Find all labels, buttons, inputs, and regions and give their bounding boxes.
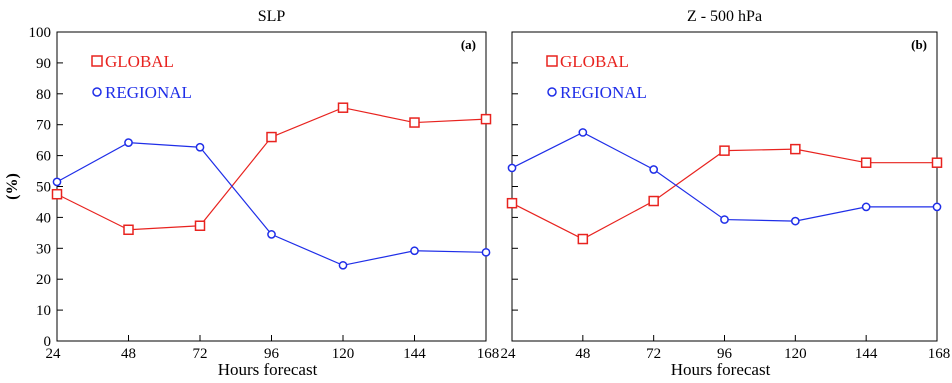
y-tick-label: 90	[36, 56, 51, 72]
x-tick-label: 48	[121, 346, 136, 362]
series-line-global	[56, 107, 487, 231]
x-tick-label: 72	[193, 346, 208, 362]
plot-frame	[511, 31, 938, 342]
data-point-global	[194, 220, 206, 231]
data-point-regional	[790, 216, 800, 226]
panel-label: (b)	[911, 37, 927, 52]
legend-marker-regional	[92, 87, 102, 97]
y-tick-label: 30	[36, 241, 51, 257]
x-tick-label: 168	[928, 346, 951, 362]
data-point-regional	[861, 202, 871, 212]
x-tick-label: 72	[646, 346, 661, 362]
y-tick-label: 60	[36, 149, 51, 165]
data-point-regional	[649, 165, 659, 174]
legend-marker-regional	[547, 87, 557, 97]
y-tick-label: 70	[36, 118, 51, 134]
x-tick-label: 144	[855, 346, 878, 362]
legend-marker-global	[546, 55, 558, 67]
x-tick-label: 96	[717, 346, 733, 362]
y-axis-label: (%)	[4, 173, 21, 200]
data-point-global	[337, 102, 349, 113]
data-point-regional	[195, 142, 205, 152]
data-point-global	[51, 188, 63, 200]
x-axis-label: Hours forecast	[218, 360, 318, 378]
data-point-regional	[932, 202, 942, 212]
x-tick-label: 48	[575, 346, 590, 362]
data-point-global	[266, 131, 277, 143]
data-point-regional	[481, 247, 491, 257]
x-axis-label: Hours forecast	[671, 360, 771, 378]
y-tick-label: 50	[36, 180, 51, 196]
x-tick-label: 24	[501, 346, 517, 362]
panel-label: (a)	[461, 37, 476, 52]
data-point-global	[577, 233, 589, 245]
y-tick-label: 40	[36, 210, 51, 226]
y-tick-label: 0	[44, 334, 52, 350]
x-tick-label: 120	[784, 346, 807, 362]
data-point-regional	[338, 260, 348, 270]
data-point-regional	[267, 230, 276, 239]
data-point-regional	[52, 177, 62, 187]
legend-marker-global	[91, 55, 103, 67]
x-tick-label: 96	[264, 346, 280, 362]
x-tick-label: 168	[477, 346, 500, 362]
legend-label-regional: REGIONAL	[105, 83, 192, 102]
chart-title: Z - 500 hPa	[687, 8, 762, 25]
series-line-regional	[56, 142, 487, 266]
data-point-global	[860, 157, 872, 168]
y-tick-label: 100	[29, 25, 52, 41]
x-tick-label: 120	[332, 346, 355, 362]
data-point-regional	[124, 138, 133, 147]
data-point-global	[480, 113, 492, 125]
y-tick-label: 20	[36, 272, 51, 288]
x-tick-label: 24	[46, 346, 62, 362]
legend-label-global: GLOBAL	[105, 52, 174, 71]
data-point-global	[719, 145, 730, 156]
chart-title: SLP	[258, 8, 286, 25]
x-tick-label: 144	[403, 346, 426, 362]
data-point-regional	[410, 246, 419, 256]
data-point-global	[790, 143, 801, 155]
plot-frame	[56, 31, 487, 342]
data-point-global	[506, 197, 518, 209]
data-point-global	[409, 117, 420, 128]
y-tick-label: 10	[36, 303, 51, 319]
data-point-global	[123, 224, 134, 236]
data-point-regional	[720, 215, 729, 224]
data-point-regional	[578, 128, 588, 137]
legend-label-global: GLOBAL	[560, 52, 629, 71]
series-line-global	[511, 148, 937, 240]
data-point-global	[648, 195, 659, 207]
y-tick-label: 80	[36, 87, 51, 103]
data-point-regional	[507, 163, 517, 173]
legend-label-regional: REGIONAL	[560, 83, 647, 102]
data-point-global	[931, 157, 943, 168]
